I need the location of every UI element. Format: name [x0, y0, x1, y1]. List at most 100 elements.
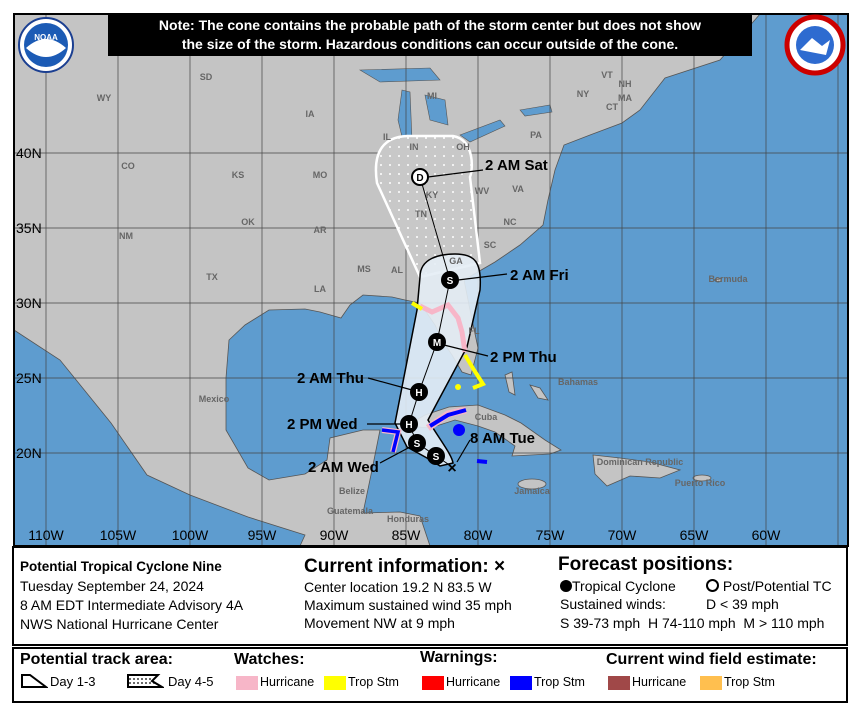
wind-field-title: Current wind field estimate:: [606, 651, 817, 668]
forecast-point-letter: S: [447, 276, 454, 287]
ts-watch-keys: [455, 384, 461, 390]
ts-warning-cuba: [428, 408, 467, 428]
place-label: Dominican Republic: [597, 457, 684, 467]
place-label: NY: [577, 89, 590, 99]
place-label: AL: [391, 265, 403, 275]
forecast-positions-title: Forecast positions:: [558, 554, 734, 575]
movement: Movement NW at 9 mph: [304, 615, 455, 631]
forecast-time-label: 2 AM Sat: [485, 157, 548, 174]
day13-cone-icon: [21, 674, 48, 688]
hurricane-warning-swatch: [422, 676, 444, 690]
lon-label: 95W: [248, 527, 278, 543]
svg-text:NOAA: NOAA: [34, 33, 58, 42]
lon-label: 80W: [464, 527, 494, 543]
max-wind: Maximum sustained wind 35 mph: [304, 597, 512, 613]
d-category: D < 39 mph: [706, 596, 779, 612]
jamaica: [517, 478, 547, 490]
forecast-point-letter: H: [415, 388, 422, 399]
lon-label: 110W: [28, 527, 64, 543]
place-label: MO: [313, 170, 328, 180]
sustained-winds-label: Sustained winds:: [560, 596, 666, 612]
place-label: CO: [121, 161, 135, 171]
lake-ontario: [519, 104, 553, 117]
place-label: GA: [449, 256, 463, 266]
info-panel: Potential Tropical Cyclone Nine Tuesday …: [12, 546, 848, 646]
ts-watch-label: Trop Stm: [348, 675, 399, 689]
place-label: MA: [618, 93, 632, 103]
forecast-time-label: 2 PM Wed: [287, 416, 358, 433]
axis-labels: 40N 35N 30N 25N 20N 110W 105W 100W 95W 90W 85W 80W 7…: [16, 145, 781, 543]
cone-day-4-5: [374, 134, 482, 279]
place-label: MS: [357, 264, 371, 274]
advisory-number: 8 AM EDT Intermediate Advisory 4A: [20, 597, 244, 613]
place-label: NC: [504, 217, 517, 227]
shm-categories: S 39-73 mph H 74-110 mph M > 110 mph: [560, 615, 825, 631]
watches-title: Watches:: [234, 651, 305, 668]
place-label: FL: [469, 326, 480, 336]
place-label: KY: [426, 190, 439, 200]
ts-warning-isle-of-youth: [453, 424, 465, 436]
place-label: VA: [512, 184, 524, 194]
place-label: MI: [427, 91, 437, 101]
place-label: OH: [456, 142, 470, 152]
place-label: Cuba: [475, 412, 498, 422]
current-info-title: Current information: ×: [304, 556, 506, 577]
forecast-point-marker: [428, 333, 446, 351]
place-label: Bahamas: [558, 377, 598, 387]
lake-erie: [459, 119, 506, 143]
storm-name: Potential Tropical Cyclone Nine: [20, 559, 222, 574]
day13-label: Day 1-3: [50, 674, 96, 689]
advisory-date: Tuesday September 24, 2024: [20, 578, 204, 594]
label-leader-line: [457, 273, 508, 281]
ts-warning-swatch: [510, 676, 532, 690]
place-label: NM: [119, 231, 133, 241]
ts-warning-cayman: [476, 459, 488, 464]
forecast-point-marker: [441, 271, 459, 289]
hurricane-watch-florida: [418, 301, 468, 353]
hurricane-watch-label: Hurricane: [260, 675, 315, 689]
place-label: Belize: [339, 486, 365, 496]
bahamas: [529, 384, 549, 401]
place-label: VT: [601, 70, 613, 80]
hurricane-warning-label: Hurricane: [446, 675, 501, 689]
place-label: SC: [484, 240, 497, 250]
lake-superior: [358, 67, 441, 83]
tropical-cyclone-label: Tropical Cyclone: [572, 578, 676, 594]
forecast-time-label: 2 AM Wed: [308, 459, 379, 476]
lon-label: 65W: [680, 527, 710, 543]
ts-watch-florida: [463, 353, 486, 390]
lon-label: 85W: [392, 527, 422, 543]
lat-label: 40N: [16, 145, 42, 161]
hispaniola: [592, 454, 682, 487]
place-label: IN: [410, 142, 419, 152]
ts-warning-label: Trop Stm: [534, 675, 585, 689]
center-location: Center location 19.2 N 83.5 W: [304, 579, 492, 595]
bermuda: [714, 277, 722, 283]
label-leader-line: [456, 439, 471, 463]
forecast-point-marker: [410, 383, 428, 401]
place-label: TN: [415, 209, 427, 219]
day45-cone-icon: [127, 674, 164, 688]
forecast-point-letter: H: [405, 420, 412, 431]
lon-label: 75W: [536, 527, 566, 543]
forecast-time-label: 2 AM Thu: [297, 370, 364, 387]
ts-warning-yucatan: [381, 428, 401, 453]
warnings-title: Warnings:: [420, 649, 498, 666]
place-label: WY: [97, 93, 112, 103]
label-leader-line: [443, 344, 489, 357]
forecast-point-marker: [400, 415, 418, 433]
day45-label: Day 4-5: [168, 674, 214, 689]
lat-label: 35N: [16, 220, 42, 236]
place-label: PA: [530, 130, 542, 140]
place-label: IL: [383, 132, 392, 142]
place-label: NH: [619, 79, 632, 89]
place-label: SD: [200, 72, 213, 82]
place-label: LA: [314, 284, 326, 294]
lon-label: 90W: [320, 527, 350, 543]
ts-watch-swatch: [324, 676, 346, 690]
issuing-center: NWS National Hurricane Center: [20, 616, 219, 632]
note-line-2: the size of the storm. Hazardous conditi…: [181, 36, 679, 52]
